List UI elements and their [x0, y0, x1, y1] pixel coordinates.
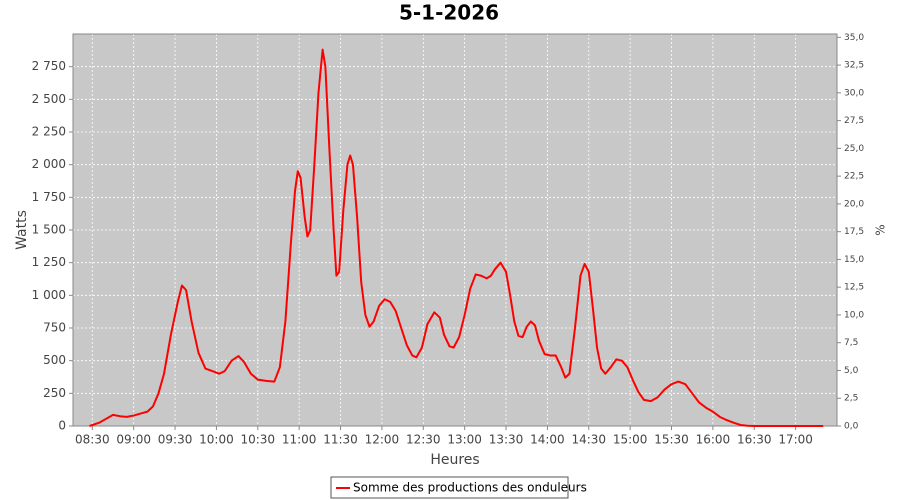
y-tick-label: 2 750 [32, 59, 66, 73]
x-tick-label: 12:30 [406, 433, 441, 447]
x-tick-label: 15:00 [613, 433, 648, 447]
series-line [89, 48, 824, 427]
x-tick-label: 16:00 [696, 433, 731, 447]
y-tick-label: 0 [58, 419, 66, 433]
y2-tick-label: 27,5 [844, 116, 864, 126]
x-tick-label: 16:30 [737, 433, 772, 447]
y2-tick-label: 25,0 [844, 144, 864, 154]
legend: Somme des productions des onduleurs [330, 476, 587, 499]
y2-tick-label: 15,0 [844, 255, 864, 265]
y-tick-label: 1 250 [32, 255, 66, 269]
x-tick-label: 14:00 [530, 433, 565, 447]
y-tick-label: 1 000 [32, 288, 66, 302]
x-tick-label: 08:30 [75, 433, 110, 447]
y2-tick-label: 22,5 [844, 172, 864, 182]
legend-box [330, 476, 569, 499]
chart-title: 5-1-2026 [399, 1, 499, 25]
x-tick-label: 13:00 [447, 433, 482, 447]
y2-tick-label: 35,0 [844, 33, 864, 43]
x-tick-label: 11:30 [323, 433, 358, 447]
y-tick-label: 250 [43, 386, 66, 400]
y2-tick-label: 7,5 [844, 338, 858, 348]
x-tick-label: 10:00 [199, 433, 234, 447]
x-axis-title: Heures [430, 452, 479, 468]
y2-tick-label: 2,5 [844, 394, 858, 404]
y2-tick-label: 0,0 [844, 422, 859, 432]
y2-tick-label: 20,0 [844, 199, 864, 209]
y2-tick-label: 10,0 [844, 310, 864, 320]
y2-tick-label: 32,5 [844, 61, 864, 71]
plot-border [72, 33, 838, 427]
y2-tick-label: 5,0 [844, 366, 859, 376]
y2-tick-label: 17,5 [844, 227, 864, 237]
y-tick-label: 1 500 [32, 223, 66, 237]
y-tick-label: 2 500 [32, 92, 66, 106]
x-tick-label: 12:00 [365, 433, 400, 447]
x-tick-label: 09:30 [158, 433, 193, 447]
y-tick-label: 2 000 [32, 157, 66, 171]
y-tick-label: 750 [43, 321, 66, 335]
y2-tick-label: 12,5 [844, 283, 864, 293]
y-axis-title: Watts [14, 210, 30, 250]
y2-axis-title: % [874, 224, 888, 235]
x-tick-label: 10:30 [240, 433, 275, 447]
y2-tick-label: 30,0 [844, 88, 864, 98]
legend-label: Somme des productions des onduleurs [353, 481, 587, 495]
y-tick-label: 1 750 [32, 190, 66, 204]
y-tick-label: 2 250 [32, 125, 66, 139]
x-tick-label: 13:30 [489, 433, 524, 447]
x-tick-label: 14:30 [571, 433, 606, 447]
y-tick-label: 500 [43, 353, 66, 367]
x-tick-label: 11:00 [282, 433, 317, 447]
x-tick-label: 15:30 [654, 433, 689, 447]
x-tick-label: 09:00 [116, 433, 151, 447]
x-tick-label: 17:00 [778, 433, 813, 447]
